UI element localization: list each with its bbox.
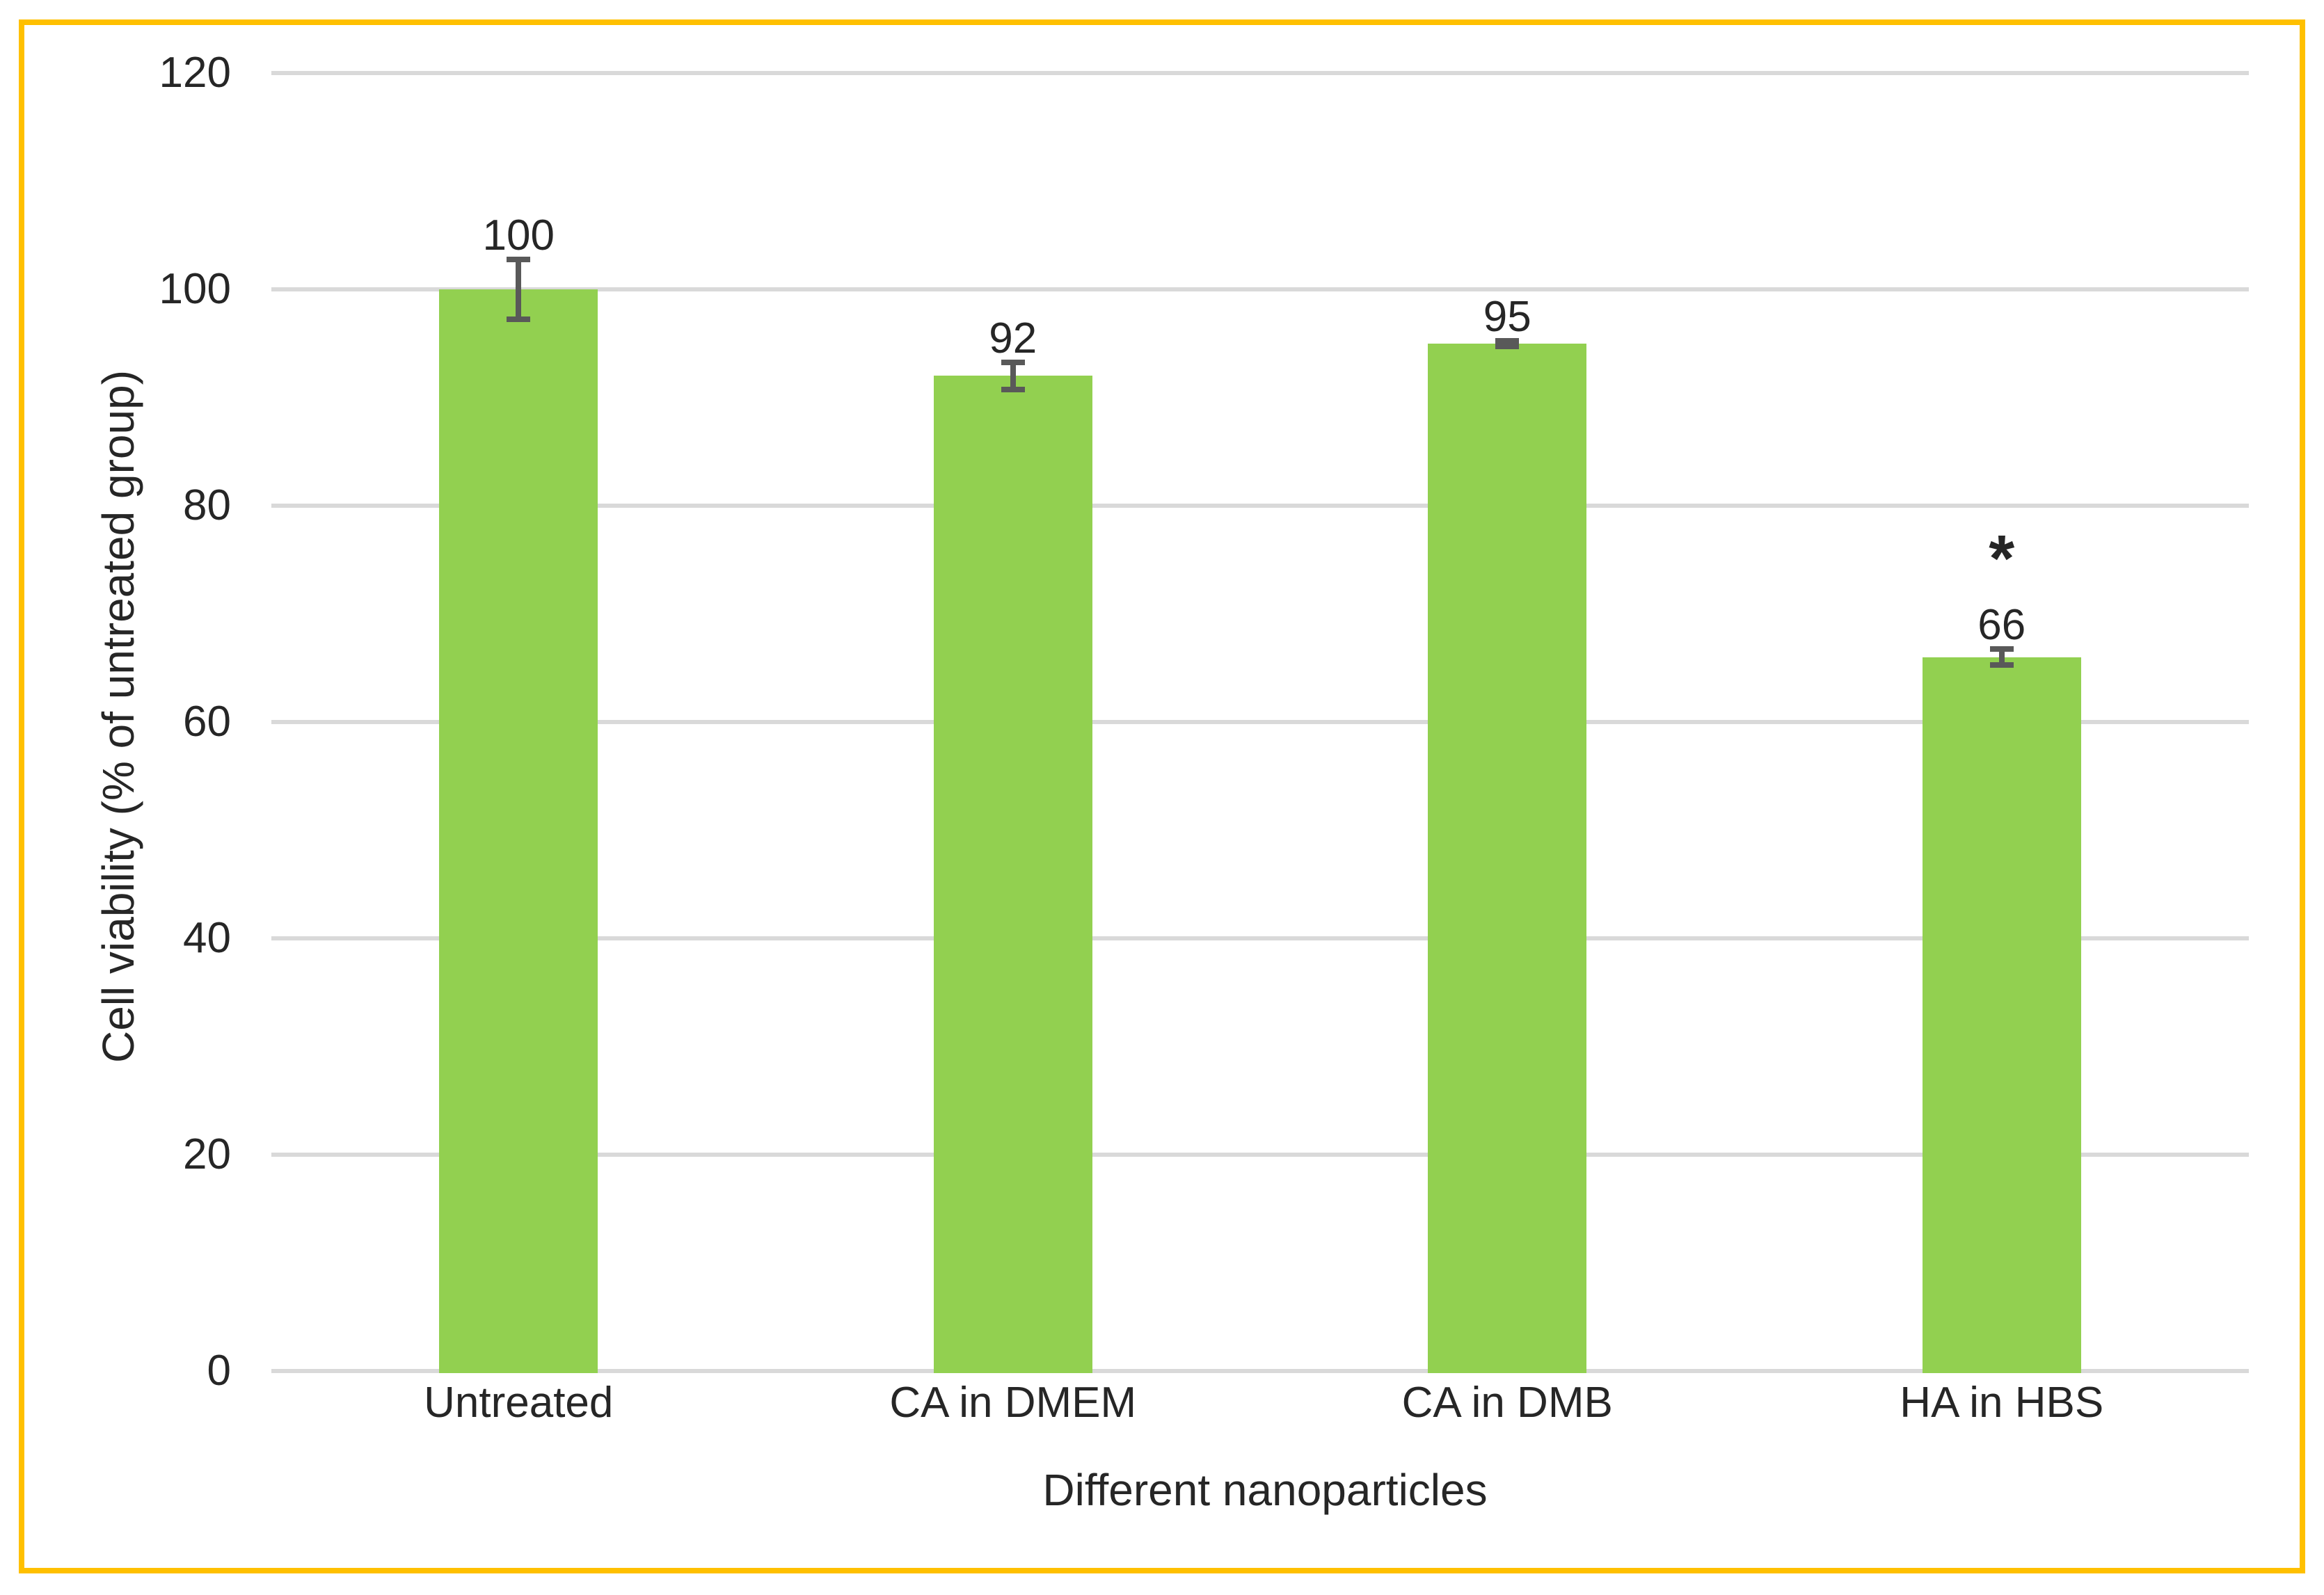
gridline <box>271 1369 2249 1373</box>
bar <box>439 289 598 1373</box>
y-tick-label: 60 <box>183 698 231 746</box>
x-axis-title: Different nanoparticles <box>1042 1465 1488 1515</box>
gridline <box>271 936 2249 940</box>
data-label: 95 <box>1483 292 1531 341</box>
error-bar-line <box>1998 646 2005 668</box>
y-tick-label: 20 <box>183 1130 231 1178</box>
chart-frame-border <box>19 19 2305 1573</box>
y-tick-label: 80 <box>183 481 231 529</box>
error-bar-top-cap <box>1495 337 1520 344</box>
error-bar-bottom-cap <box>1989 662 2014 668</box>
bar <box>1428 343 1587 1373</box>
error-bar-bottom-cap <box>1001 386 1025 392</box>
error-bar-top-cap <box>1001 360 1025 366</box>
data-label: 92 <box>989 314 1037 363</box>
error-bar-line <box>1010 360 1016 392</box>
gridline <box>271 720 2249 724</box>
y-axis-title-text: Cell viability (% of untreated group) <box>93 369 143 1064</box>
bar <box>933 376 1092 1373</box>
error-bar-top-cap <box>1989 646 2014 652</box>
significance-marker: * <box>1989 522 2015 596</box>
y-tick-label: 120 <box>159 49 231 97</box>
bar <box>1922 657 2081 1373</box>
x-category-label: HA in HBS <box>1900 1379 2104 1427</box>
gridline <box>271 504 2249 508</box>
y-tick-label: 0 <box>207 1347 231 1395</box>
gridline <box>271 71 2249 75</box>
error-bar-bottom-cap <box>507 316 531 322</box>
data-label: 100 <box>482 211 555 260</box>
error-bar-bottom-cap <box>1495 343 1520 349</box>
gridline <box>271 287 2249 291</box>
error-bar-line <box>516 257 522 322</box>
x-category-label: CA in DMB <box>1401 1379 1613 1427</box>
error-bar-top-cap <box>507 257 531 263</box>
x-category-label: CA in DMEM <box>889 1379 1137 1427</box>
x-category-label: Untreated <box>424 1379 614 1427</box>
data-label: 66 <box>1977 601 2026 650</box>
y-tick-label: 40 <box>183 914 231 962</box>
y-tick-label: 100 <box>159 265 231 313</box>
gridline <box>271 1153 2249 1157</box>
